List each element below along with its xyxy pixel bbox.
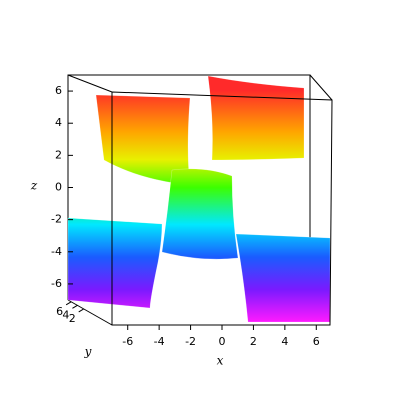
z-tick-label: -2 bbox=[51, 213, 62, 226]
surface-patch bbox=[67, 217, 163, 309]
box-front bbox=[111, 91, 333, 326]
surface-patch bbox=[207, 75, 305, 161]
surface-patch bbox=[161, 168, 239, 260]
surface bbox=[67, 75, 331, 323]
x-tick-label: -4 bbox=[154, 335, 165, 348]
y-tick-label: 2 bbox=[69, 312, 76, 325]
x-axis-label: x bbox=[217, 354, 224, 368]
z-tick-label: 0 bbox=[55, 181, 62, 194]
z-tick-label: 2 bbox=[55, 148, 62, 161]
y-tick-label: 6 bbox=[56, 305, 63, 318]
x-tick-label: 6 bbox=[313, 335, 320, 348]
z-tick-label: 6 bbox=[55, 84, 62, 97]
x-tick-label: -6 bbox=[122, 335, 133, 348]
x-tick-label: -2 bbox=[185, 335, 196, 348]
z-axis-label: z bbox=[30, 179, 38, 193]
x-tick-label: 4 bbox=[281, 335, 288, 348]
y-tick bbox=[78, 308, 84, 313]
y-tick bbox=[72, 304, 78, 309]
z-tick-label: -6 bbox=[51, 277, 62, 290]
y-tick-label: 4 bbox=[62, 308, 69, 321]
y-tick bbox=[65, 301, 72, 306]
surface-patch bbox=[235, 233, 331, 323]
z-tick-label: 4 bbox=[55, 116, 62, 129]
y-axis-label: y bbox=[84, 345, 92, 359]
x-tick-label: 2 bbox=[250, 335, 257, 348]
x-tick-label: 0 bbox=[219, 335, 226, 348]
z-tick-label: -4 bbox=[51, 245, 62, 258]
